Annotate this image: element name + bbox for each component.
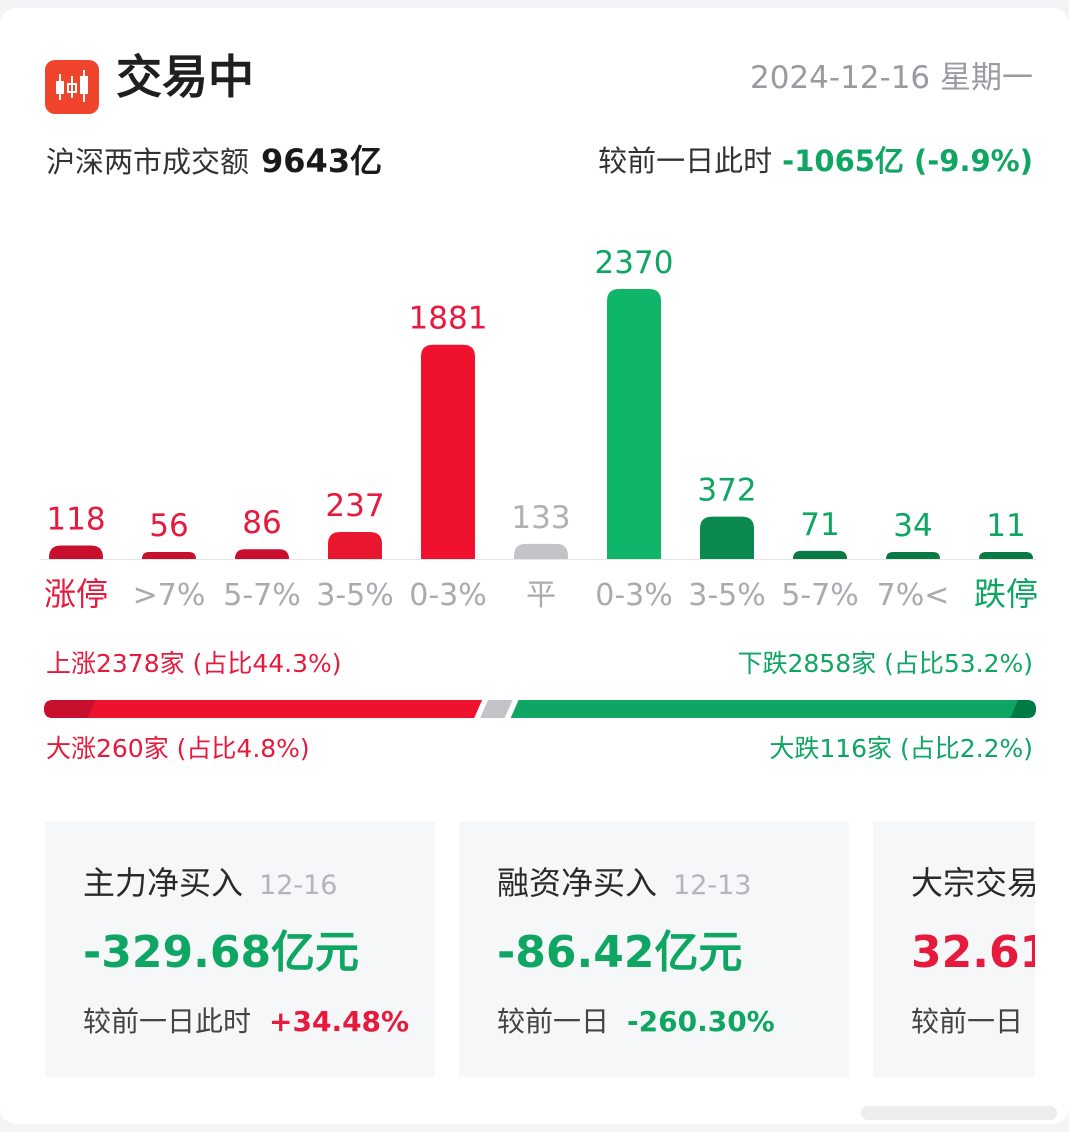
bar-0[interactable]: [49, 545, 103, 559]
margin-net-buy-card[interactable]: 融资净买入 12-13 -86.42亿元 较前一日 -260.30%: [459, 822, 849, 1077]
category-label: >7%: [133, 578, 206, 613]
category-label: 3-5%: [316, 578, 394, 613]
bar-value-label: 372: [697, 473, 756, 509]
stat-value: -86.42亿元: [497, 927, 743, 978]
bar-9[interactable]: [886, 552, 940, 559]
bar-value-label: 56: [149, 508, 188, 544]
category-label: 0-3%: [595, 578, 673, 613]
bar-value-label: 11: [986, 508, 1025, 544]
flat-segment: [480, 700, 513, 718]
turnover-label: 沪深两市成交额: [46, 145, 250, 179]
down-count-label: 下跌2858家 (占比53.2%): [737, 649, 1034, 678]
big-down-segment: [1010, 700, 1036, 718]
stat-change: -260.30%: [627, 1005, 775, 1038]
candlestick-icon: [45, 60, 99, 114]
bar-5[interactable]: [514, 543, 568, 559]
bar-value-label: 34: [893, 508, 932, 544]
stat-date: 12-13: [673, 870, 752, 901]
watermark-icon: [861, 1106, 1057, 1120]
category-label: 平: [526, 578, 556, 613]
category-label: 7%<: [877, 578, 950, 613]
down-segment: [510, 700, 1036, 718]
category-label: 3-5%: [688, 578, 766, 613]
bar-6[interactable]: [607, 289, 661, 559]
bar-value-label: 1881: [409, 301, 488, 337]
bar-7[interactable]: [700, 516, 754, 559]
compare-label: 较前一日此时: [598, 144, 773, 178]
category-label: 0-3%: [409, 578, 487, 613]
rise-fall-distribution-chart[interactable]: 118 涨停 56 >7% 86 5-7% 237 3-5% 1881 0-3% 133 平 2370 0…: [0, 220, 1069, 630]
bar-4[interactable]: [421, 344, 475, 559]
stat-date: 12-16: [259, 870, 338, 901]
stat-value: 32.61亿元: [911, 927, 1035, 978]
bar-2[interactable]: [235, 549, 289, 559]
stat-foot-label: 较前一日此时: [83, 1005, 252, 1038]
block-trade-card[interactable]: 大宗交易 32.61亿元 较前一日: [873, 822, 1035, 1077]
bar-3[interactable]: [328, 532, 382, 559]
stat-title: 大宗交易: [911, 864, 1035, 902]
main-net-buy-card[interactable]: 主力净买入 12-16 -329.68亿元 较前一日此时 +34.48%: [45, 822, 435, 1077]
bar-value-label: 118: [46, 502, 105, 538]
bar-value-label: 133: [511, 500, 570, 536]
bar-1[interactable]: [142, 552, 196, 559]
category-label: 5-7%: [781, 578, 859, 613]
bar-8[interactable]: [793, 550, 847, 559]
stat-foot-label: 较前一日: [911, 1005, 1024, 1038]
up-count-label: 上涨2378家 (占比44.3%): [46, 649, 342, 678]
bar-10[interactable]: [979, 552, 1033, 559]
trade-date: 2024-12-16 星期一: [749, 60, 1033, 96]
bar-value-label: 2370: [595, 245, 674, 281]
stat-title: 主力净买入: [83, 864, 244, 902]
bar-value-label: 237: [325, 488, 384, 524]
big-up-count-label: 大涨260家 (占比4.8%): [46, 734, 310, 763]
category-label: 跌停: [974, 575, 1038, 613]
stat-change: +34.48%: [269, 1005, 410, 1038]
big-up-segment: [44, 700, 96, 718]
stat-foot-label: 较前一日: [497, 1005, 610, 1038]
stat-title: 融资净买入: [497, 864, 658, 902]
category-label: 5-7%: [223, 578, 301, 613]
stat-value: -329.68亿元: [83, 927, 360, 978]
turnover-compare: 较前一日此时 -1065亿 (-9.9%): [598, 140, 1033, 182]
compare-value: -1065亿 (-9.9%): [782, 144, 1033, 178]
breadth-ratio-bar: [44, 700, 1036, 718]
bar-value-label: 86: [242, 505, 281, 541]
turnover-summary: 沪深两市成交额 9643亿: [46, 140, 382, 183]
turnover-value: 9643亿: [261, 142, 383, 180]
category-label: 涨停: [44, 575, 108, 613]
up-segment: [44, 700, 483, 718]
bar-value-label: 71: [800, 507, 839, 543]
page-title: 交易中: [116, 50, 254, 104]
big-down-count-label: 大跌116家 (占比2.2%): [769, 734, 1033, 763]
